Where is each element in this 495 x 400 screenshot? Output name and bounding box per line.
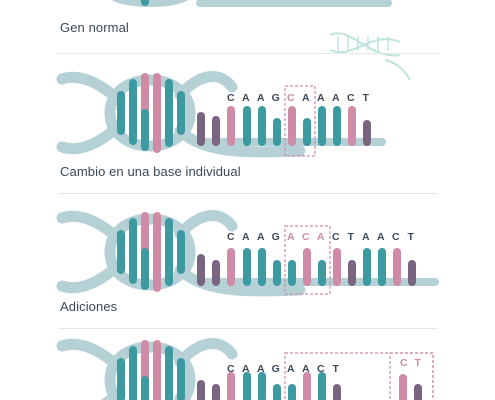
- dna-helix-0: [112, 0, 392, 7]
- backbone-loop: [104, 74, 196, 152]
- sequence-letter: C: [347, 92, 355, 104]
- sequence-letter: A: [302, 363, 310, 375]
- sequence-letter: C: [227, 363, 235, 375]
- divider-3: [58, 328, 438, 329]
- sequence-letter: A: [302, 92, 310, 104]
- sequence-letter: A: [332, 92, 340, 104]
- sequence-letter: C: [392, 231, 400, 243]
- sequence-letter: C: [302, 231, 310, 243]
- backbone-strand: [174, 338, 238, 368]
- sequence-letter: C: [227, 92, 235, 104]
- dna-helix-1: [56, 71, 306, 158]
- sequence-letter: A: [242, 363, 250, 375]
- sequence-letter: A: [242, 92, 250, 104]
- sequence-letter: A: [377, 231, 385, 243]
- sequence-letter: G: [272, 363, 281, 375]
- label-normal-gene: Gen normal: [60, 20, 129, 35]
- label-additions: Adiciones: [60, 299, 118, 314]
- sequence-letter: G: [272, 231, 281, 243]
- sequence-letter: C: [227, 231, 235, 243]
- sequence-letter: A: [317, 92, 325, 104]
- base-bars-3: [197, 372, 422, 400]
- sequence-letter: T: [363, 92, 370, 104]
- dna-icon: [329, 32, 411, 81]
- sequence-letter: A: [257, 363, 265, 375]
- backbone-strand: [174, 71, 238, 101]
- backbone-loop: [104, 341, 196, 400]
- backbone-strand: [174, 264, 306, 297]
- dna-helix-3: [56, 338, 238, 400]
- sequence-letter: A: [257, 92, 265, 104]
- backbone-loop: [104, 213, 196, 291]
- base-bars-1: [197, 106, 371, 146]
- label-single-base-change: Cambio en una base individual: [60, 164, 241, 179]
- backbone-loop: [112, 0, 188, 7]
- divider-2: [58, 193, 438, 194]
- sequence-letter: A: [317, 231, 325, 243]
- sequence-letter: T: [415, 357, 422, 369]
- sequence-letter: C: [332, 231, 340, 243]
- highlight-box-deletion-inner: [389, 352, 434, 400]
- dna-icon-strand: [329, 32, 401, 57]
- base-bars-2: [197, 248, 416, 286]
- sequence-letter: A: [287, 363, 295, 375]
- sequence-letter: T: [333, 363, 340, 375]
- sequence-letter: C: [400, 357, 408, 369]
- sequence-letter: G: [272, 92, 281, 104]
- divider-1: [58, 53, 438, 54]
- sequence-letter: A: [287, 231, 295, 243]
- dna-icon-strand: [329, 38, 401, 53]
- highlight-box-insertion: [284, 225, 331, 295]
- sequence-letter: T: [408, 231, 415, 243]
- backbone-strand: [174, 210, 238, 240]
- sequence-letter: T: [348, 231, 355, 243]
- sequence-letter: A: [362, 231, 370, 243]
- sequence-letter: A: [257, 231, 265, 243]
- sequence-letter: C: [287, 92, 295, 104]
- backbone-strand: [174, 125, 306, 158]
- highlight-box-single-base: [284, 85, 316, 157]
- dna-helix-2: [56, 210, 306, 297]
- dna-icon-strand: [384, 59, 411, 81]
- sequence-letter: A: [242, 231, 250, 243]
- sequence-letter: C: [317, 363, 325, 375]
